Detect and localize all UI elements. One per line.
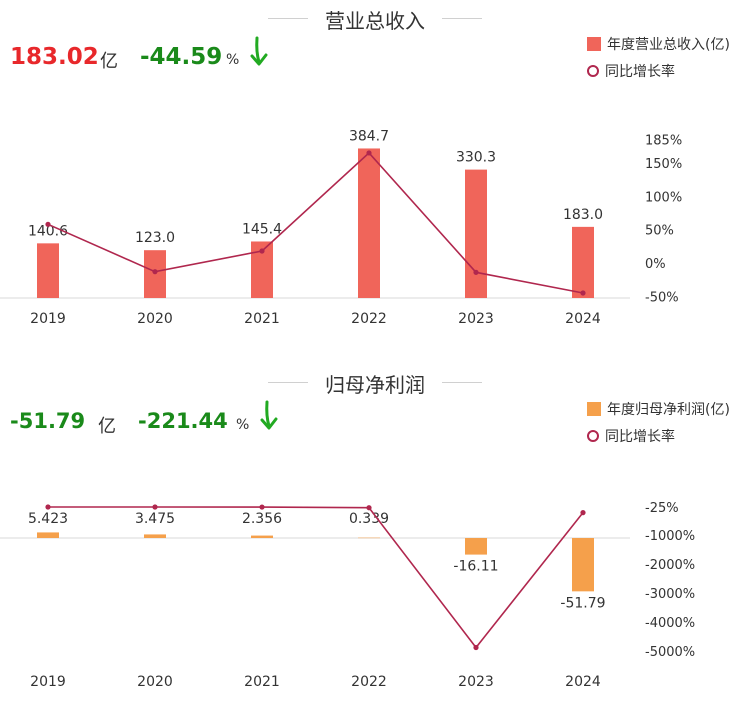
y-tick-label: 50%: [645, 224, 674, 239]
data-label: 140.6: [28, 223, 68, 239]
legend-swatch: [587, 402, 601, 416]
data-label: 123.0: [135, 230, 175, 246]
growth-point: [152, 504, 158, 510]
x-tick-label: 2024: [565, 674, 601, 690]
legend-label: 同比增长率: [605, 429, 675, 445]
profit-chart: 5.423 3.475 2.356 0.339 -16.11 -51.79 2019 2020…: [0, 501, 695, 690]
legend-label: 同比增长率: [605, 64, 675, 80]
bar: [572, 538, 594, 592]
growth-point: [45, 221, 51, 227]
legend-marker: [587, 65, 599, 77]
bar: [465, 538, 487, 555]
growth-point: [259, 248, 265, 254]
y-tick-label: 100%: [645, 190, 682, 205]
bar: [358, 148, 380, 298]
bar: [37, 532, 59, 538]
x-tick-label: 2021: [244, 674, 280, 690]
x-tick-label: 2024: [565, 311, 601, 327]
data-label: 183.0: [563, 207, 603, 223]
legend-item-growth-line[interactable]: 同比增长率: [587, 61, 675, 81]
x-tick-label: 2020: [137, 674, 173, 690]
x-tick-label: 2019: [30, 674, 66, 690]
legend-item-growth-line[interactable]: 同比增长率: [587, 426, 675, 446]
y-tick-label: -5000%: [645, 645, 695, 660]
y-tick-label: 185%: [645, 134, 682, 149]
growth-point: [45, 504, 51, 510]
growth-line: [48, 506, 584, 649]
y-tick-label: 0%: [645, 257, 666, 272]
down-arrow-icon: [250, 36, 268, 66]
y-tick-label: -2000%: [645, 558, 695, 573]
data-label: -16.11: [453, 559, 498, 575]
revenue-chart: 140.6 123.0 145.4 384.7 330.3 183.0 2019 2020 20…: [0, 128, 682, 327]
data-label: 5.423: [28, 511, 68, 527]
bar: [251, 241, 273, 298]
legend-label: 年度营业总收入(亿): [607, 37, 730, 53]
title-divider-left: [268, 382, 308, 383]
data-label: 0.339: [349, 511, 389, 527]
y-tick-label: 150%: [645, 157, 682, 172]
growth-point: [473, 269, 479, 275]
bar: [251, 535, 273, 538]
legend-item-revenue-bar[interactable]: 年度营业总收入(亿): [587, 34, 730, 54]
data-label: -51.79: [560, 595, 605, 611]
bar: [572, 226, 594, 298]
kpi-value: 183.02: [10, 44, 99, 70]
bar: [37, 243, 59, 298]
bar: [465, 169, 487, 298]
legend-marker: [587, 430, 599, 442]
bar: [358, 537, 380, 539]
y-tick-label: -3000%: [645, 587, 695, 602]
legend-item-profit-bar[interactable]: 年度归母净利润(亿): [587, 399, 730, 419]
growth-point: [366, 150, 372, 156]
data-label: 330.3: [456, 150, 496, 166]
y-tick-label: -25%: [645, 501, 679, 516]
kpi-change-unit: %: [236, 417, 250, 433]
kpi-change-unit: %: [226, 52, 240, 68]
x-tick-label: 2021: [244, 311, 280, 327]
title-divider-left: [268, 18, 308, 19]
y-tick-label: -4000%: [645, 616, 695, 631]
y-tick-label: -50%: [645, 290, 679, 305]
down-arrow-icon: [260, 400, 278, 430]
growth-point: [366, 505, 372, 511]
data-label: 145.4: [242, 221, 282, 237]
growth-point: [580, 290, 586, 296]
x-tick-label: 2019: [30, 311, 66, 327]
section-title: 归母净利润: [325, 373, 425, 397]
kpi-change: -221.44: [138, 409, 228, 433]
kpi-change: -44.59: [140, 44, 223, 70]
x-tick-label: 2022: [351, 311, 387, 327]
data-label: 3.475: [135, 511, 175, 527]
y-tick-label: -1000%: [645, 529, 695, 544]
growth-point: [152, 269, 158, 275]
x-tick-label: 2023: [458, 311, 494, 327]
growth-point: [259, 504, 265, 510]
title-divider-right: [442, 382, 482, 383]
section-title: 营业总收入: [325, 9, 425, 33]
growth-point: [580, 510, 586, 516]
x-tick-label: 2020: [137, 311, 173, 327]
kpi-value: -51.79: [10, 409, 86, 433]
bar: [144, 534, 166, 538]
kpi-unit: 亿: [100, 51, 118, 72]
kpi-unit: 亿: [98, 416, 116, 437]
data-label: 2.356: [242, 511, 282, 527]
data-label: 384.7: [349, 128, 389, 144]
legend-label: 年度归母净利润(亿): [607, 402, 730, 418]
legend-swatch: [587, 37, 601, 51]
x-tick-label: 2023: [458, 674, 494, 690]
title-divider-right: [442, 18, 482, 19]
growth-point: [473, 644, 479, 651]
growth-line: [47, 151, 584, 294]
x-tick-label: 2022: [351, 674, 387, 690]
